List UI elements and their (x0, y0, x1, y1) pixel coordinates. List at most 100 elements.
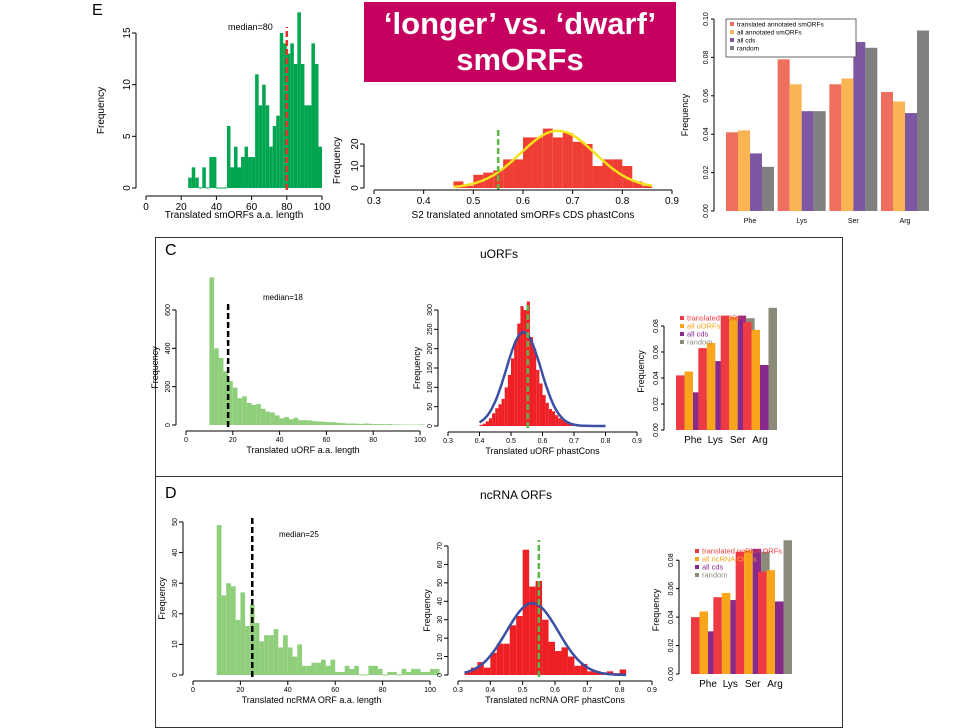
histogram-bar (247, 403, 252, 425)
bar (738, 130, 750, 211)
x-tick-label: 0.5 (518, 687, 528, 694)
y-tick-label: 0.06 (668, 582, 675, 596)
histogram-bar (294, 418, 299, 425)
histogram-bar (345, 423, 350, 425)
y-tick-label: 0 (427, 424, 434, 428)
histogram-bar (546, 403, 549, 426)
histogram-bar (227, 126, 231, 188)
histogram-bar (283, 635, 288, 675)
histogram-bar (555, 651, 561, 675)
x-tick-label: 0.3 (453, 687, 463, 694)
legend-swatch (695, 557, 699, 561)
histogram-bar (275, 415, 280, 425)
histogram-bar (256, 404, 261, 425)
x-axis-label: Translated ncRNA ORF phastCons (485, 695, 625, 705)
y-tick-label: 40 (172, 549, 179, 557)
histogram-bar (266, 412, 271, 425)
bar (775, 601, 784, 674)
histogram-bar (484, 668, 490, 675)
histogram-bar (255, 623, 260, 675)
legend-swatch (695, 549, 699, 553)
category-label: Phe (744, 218, 757, 225)
x-tick-label: 60 (323, 437, 331, 444)
y-tick-label: 0 (165, 423, 172, 427)
x-tick-label: 0.7 (582, 687, 592, 694)
histogram-bar (269, 147, 273, 188)
bar (829, 84, 841, 211)
bar (802, 111, 814, 211)
bar (762, 167, 774, 211)
x-tick-label: 0.5 (466, 196, 480, 207)
x-tick-label: 0.7 (566, 196, 580, 207)
histogram-bar (311, 43, 315, 188)
histogram-bar (555, 415, 558, 426)
x-tick-label: 0.8 (615, 196, 629, 207)
histogram-bar (503, 644, 509, 675)
histogram-bar (221, 595, 226, 675)
histogram-bar (266, 105, 270, 188)
histogram-bar (245, 626, 250, 675)
y-tick-label: 20 (437, 634, 444, 642)
bar (729, 317, 738, 430)
legend-swatch (680, 332, 684, 336)
histogram-bar (298, 420, 303, 425)
category-label: Lys (723, 679, 738, 690)
x-tick-label: 0 (191, 687, 195, 694)
histogram-bar (317, 422, 322, 425)
legend-swatch (680, 316, 684, 320)
histogram-bar (549, 642, 555, 675)
histogram-bar (543, 395, 546, 426)
histogram-bar (561, 647, 567, 675)
histogram-bar (312, 663, 317, 675)
histogram-bar (217, 525, 222, 675)
y-tick-label: 20 (172, 610, 179, 618)
histogram-bar (209, 277, 214, 425)
x-tick-label: 0.9 (647, 687, 657, 694)
y-tick-label: 5 (122, 133, 133, 139)
legend-label: all cds (737, 38, 756, 45)
bar (814, 111, 826, 211)
median-label: median=25 (279, 530, 319, 539)
bar (691, 617, 700, 674)
category-label: Phe (699, 679, 717, 690)
y-tick-label: 0.04 (668, 610, 675, 624)
y-tick-label: 0.08 (668, 553, 675, 567)
histogram-bar (354, 666, 359, 675)
y-tick-label: 600 (165, 304, 172, 316)
histogram-bar (505, 387, 508, 426)
histogram-bar (383, 424, 388, 425)
y-tick-label: 0.08 (703, 50, 710, 64)
x-tick-label: 0.6 (538, 438, 548, 445)
y-tick-label: 400 (165, 342, 172, 354)
histogram-bar (280, 418, 285, 425)
histogram-bar (234, 147, 238, 188)
histogram-bar (308, 420, 313, 425)
histogram-bar (368, 666, 373, 675)
y-tick-label: 200 (165, 381, 172, 393)
bar (685, 372, 694, 431)
category-label: Phe (684, 435, 702, 446)
x-tick-label: 0.8 (601, 438, 611, 445)
histogram-bar (520, 306, 523, 426)
x-tick-label: 0 (184, 437, 188, 444)
histogram-bar (529, 587, 535, 675)
histogram-bar (402, 669, 407, 675)
y-tick-label: 70 (437, 542, 444, 550)
y-tick-label: 0 (172, 673, 179, 677)
histogram-bar (397, 424, 402, 425)
y-axis-label: Frequency (157, 577, 167, 620)
histogram-bar (236, 620, 241, 675)
y-tick-label: 0.06 (703, 89, 710, 103)
histogram-bar (226, 583, 231, 675)
x-tick-label: 0.7 (569, 438, 579, 445)
legend-label: translated annotated smORFs (737, 22, 824, 29)
histogram-bar (303, 420, 308, 425)
histogram-bar (486, 421, 489, 426)
histogram-bar (421, 672, 426, 675)
histogram-bar (322, 422, 327, 425)
histogram-bar (498, 404, 501, 426)
y-tick-label: 200 (427, 343, 434, 355)
legend-swatch (695, 565, 699, 569)
histogram-bar (195, 178, 199, 188)
